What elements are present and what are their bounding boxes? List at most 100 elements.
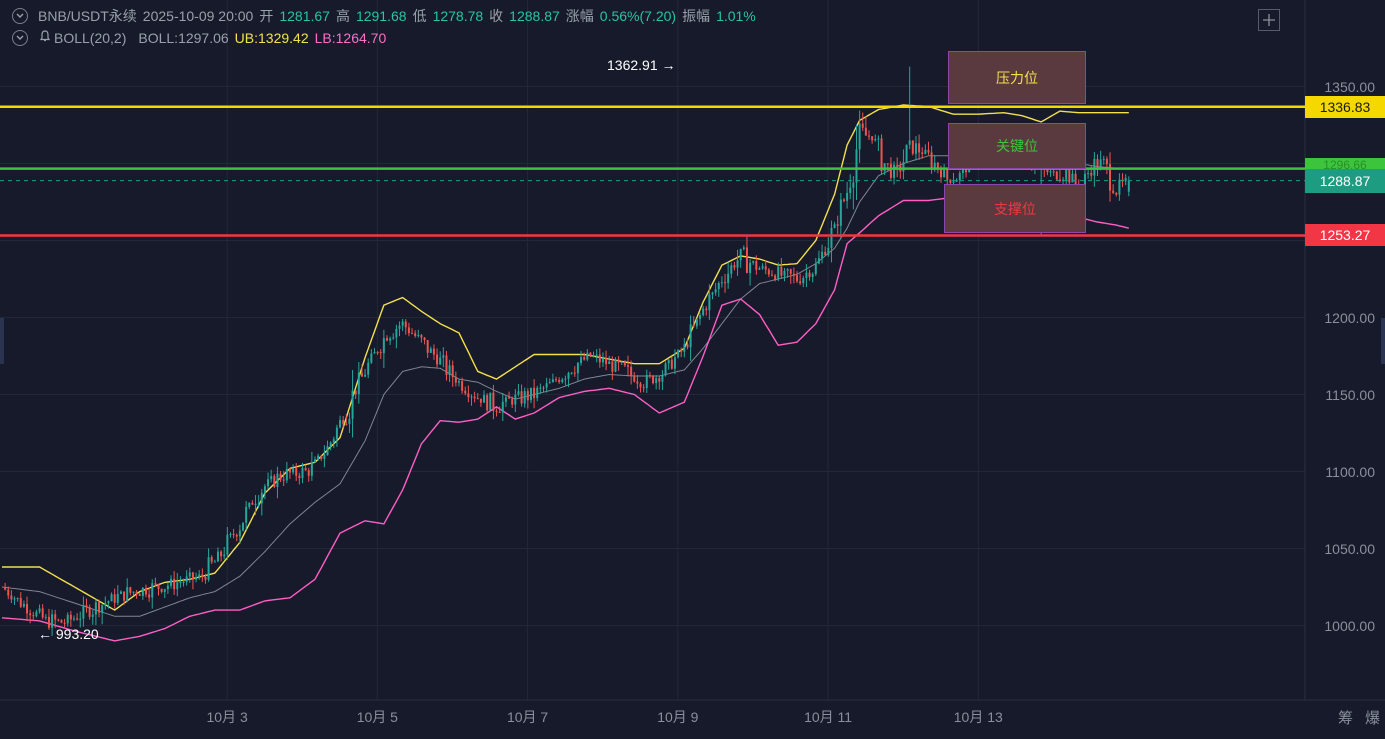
fullscreen-icon[interactable]: [1258, 9, 1280, 31]
candle-body: [511, 398, 514, 405]
candle-body: [792, 273, 795, 276]
candle-body: [22, 603, 25, 607]
candle-body: [113, 594, 116, 603]
candle-body: [98, 602, 101, 613]
candle-body: [226, 534, 229, 555]
candle-body: [702, 308, 705, 316]
candle-body: [382, 338, 385, 354]
candle-body: [285, 468, 288, 481]
candle-body: [683, 344, 686, 352]
candle-body: [952, 181, 955, 183]
candle-body: [182, 581, 185, 583]
candle-body: [796, 275, 799, 282]
candle-body: [29, 613, 32, 616]
candle-body: [314, 459, 316, 463]
candle-body: [82, 605, 85, 619]
candle-body: [1049, 171, 1052, 173]
candle-body: [724, 282, 727, 284]
candle-body: [279, 473, 282, 480]
candle-body: [467, 393, 470, 398]
candle-body: [664, 363, 667, 376]
candle-body: [561, 379, 564, 382]
candle-body: [292, 468, 295, 473]
candle-body: [251, 502, 254, 505]
candle-body: [833, 224, 836, 229]
high-marker-label: 1362.91 →: [607, 57, 676, 73]
candle-body: [652, 375, 655, 384]
ohlc-legend: BNB/USDT永续 2025-10-09 20:00 开 1281.67 高 …: [12, 6, 756, 26]
candle-body: [514, 394, 517, 405]
candle-body: [19, 597, 22, 607]
candle-body: [739, 248, 742, 261]
candle-body: [958, 172, 961, 181]
candle-body: [733, 265, 736, 268]
candle-body: [420, 335, 423, 338]
liquidation-label[interactable]: 爆: [1365, 710, 1381, 727]
candle-body: [298, 475, 301, 479]
candle-body: [933, 162, 936, 168]
candle-body: [360, 372, 363, 377]
candle-body: [889, 163, 892, 178]
candle-body: [880, 138, 883, 172]
candle-body: [523, 391, 526, 404]
candle-body: [401, 321, 404, 326]
candle-body: [551, 379, 554, 383]
candle-body: [439, 357, 442, 365]
candle-body: [1052, 171, 1055, 173]
candle-body: [633, 376, 636, 382]
key-zone-box[interactable]: 关键位: [948, 123, 1086, 169]
candle-body: [727, 273, 730, 283]
support-zone-box[interactable]: 支撑位: [944, 184, 1086, 233]
collapse-icon[interactable]: [12, 29, 28, 46]
boll-lb-value: LB:1264.70: [314, 29, 387, 46]
low-value: 1278.78: [432, 8, 484, 24]
change-value: 0.56%(7.20): [599, 8, 677, 24]
candle-body: [598, 354, 601, 363]
candle-body: [708, 294, 711, 311]
candle-body: [367, 362, 370, 375]
candle-body: [914, 143, 917, 154]
x-tick-label: 10月 9: [657, 709, 699, 725]
left-drawer-handle[interactable]: [0, 318, 4, 364]
candle-body: [395, 328, 398, 338]
candle-body: [504, 397, 507, 402]
candle-body: [429, 348, 432, 353]
candle-body: [601, 358, 604, 363]
candle-body: [288, 468, 291, 473]
boll-lb-line: [1, 193, 1129, 642]
candle-body: [69, 614, 72, 620]
candle-body: [1105, 158, 1108, 165]
y-tick-label: 1200.00: [1324, 309, 1375, 326]
candle-body: [1074, 173, 1077, 186]
candle-body: [855, 149, 858, 183]
candle-body: [432, 348, 435, 355]
candle-body: [940, 169, 942, 178]
candle-body: [426, 340, 429, 353]
x-tick-label: 10月 5: [356, 709, 398, 725]
candle-body: [852, 182, 855, 188]
pressure-zone-box[interactable]: 压力位: [948, 51, 1086, 104]
candle-body: [370, 353, 373, 363]
candle-body: [357, 372, 360, 395]
right-drawer-handle[interactable]: [1381, 318, 1385, 364]
support-price-tag: 1253.27: [1305, 224, 1385, 246]
candle-body: [752, 261, 755, 263]
candle-body: [385, 338, 388, 341]
candle-body: [160, 588, 163, 592]
candle-body: [911, 140, 914, 154]
candle-body: [157, 584, 160, 589]
candle-body: [110, 594, 113, 602]
chip-distribution-label[interactable]: 筹: [1338, 710, 1354, 727]
candle-body: [965, 168, 968, 173]
bell-icon[interactable]: [38, 29, 52, 46]
key-price-tag: 1296.66: [1305, 158, 1385, 170]
candle-body: [824, 251, 827, 255]
candle-body: [423, 337, 426, 341]
amplitude-label: 振幅: [682, 8, 711, 24]
high-value: 1291.68: [355, 8, 407, 24]
candle-body: [1118, 179, 1121, 195]
collapse-icon[interactable]: [12, 8, 28, 24]
candle-body: [877, 138, 880, 140]
